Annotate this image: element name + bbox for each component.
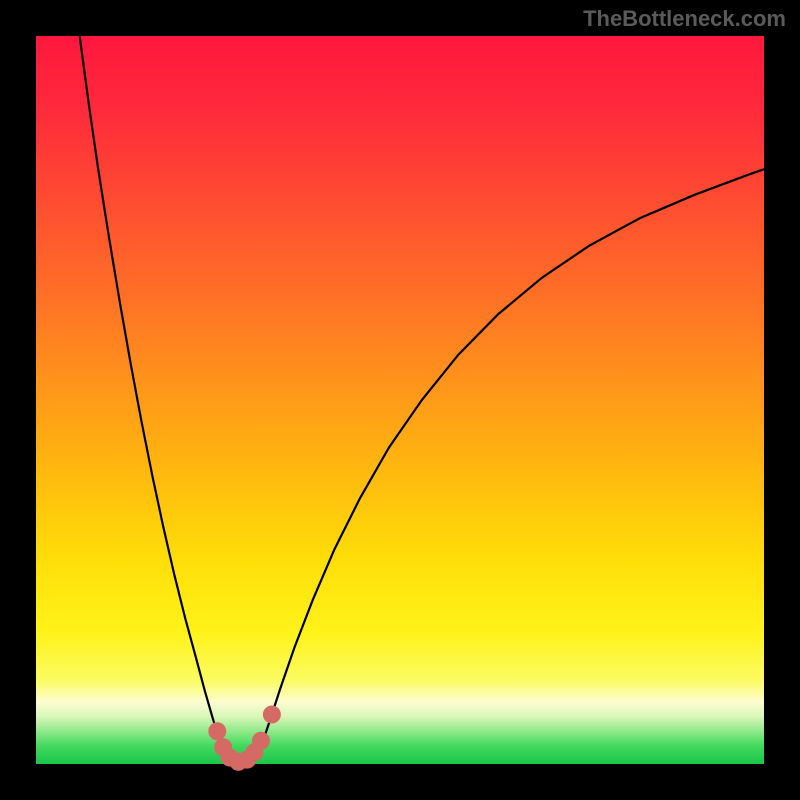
bottleneck-chart: [0, 0, 800, 800]
highlight-marker: [209, 723, 226, 740]
watermark-text: TheBottleneck.com: [583, 6, 786, 32]
chart-plot-background: [36, 36, 764, 764]
highlight-marker: [252, 732, 269, 749]
highlight-marker: [263, 706, 280, 723]
